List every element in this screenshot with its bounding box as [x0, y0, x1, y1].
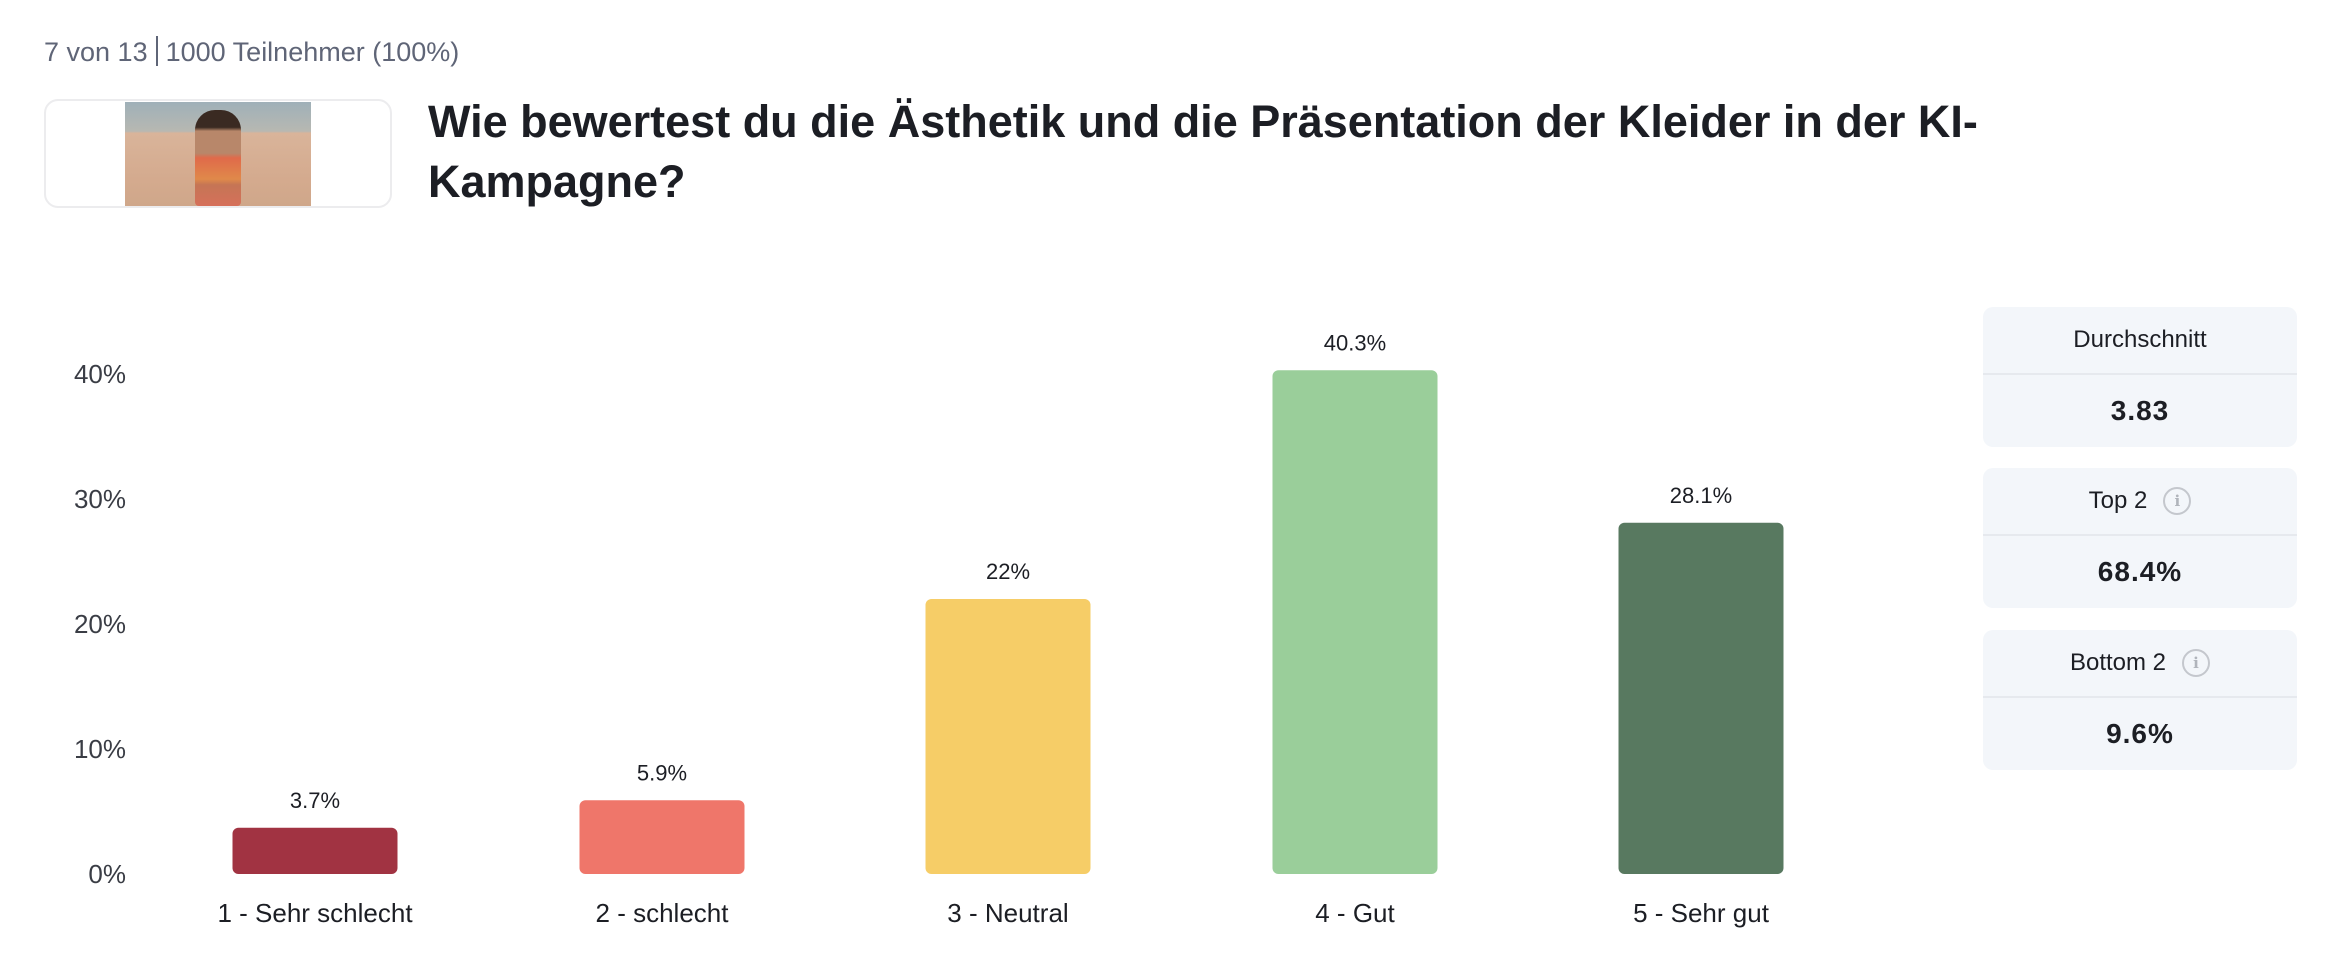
question-image[interactable]	[44, 99, 392, 208]
bar[interactable]	[232, 827, 398, 874]
separator	[155, 36, 158, 66]
bar-value-label: 22%	[986, 559, 1030, 584]
y-tick-label: 0%	[88, 859, 126, 889]
top2-card: Top 2 i 68.4%	[1983, 468, 2297, 608]
top2-value: 68.4%	[2097, 556, 2183, 587]
bar-value-label: 28.1%	[1670, 483, 1732, 508]
y-tick-label: 20%	[74, 609, 126, 639]
y-tick-label: 30%	[74, 484, 126, 514]
bar-chart: 0% 10% 20% 30% 40% 3.7% 1 - Sehr schlecht 5.9%…	[74, 330, 1784, 928]
top2-label: Top 2	[2088, 487, 2148, 514]
question-position: 7 von 13	[44, 37, 148, 67]
y-tick-label: 10%	[74, 734, 126, 764]
category-label: 5 - Sehr gut	[1633, 898, 1770, 928]
bar[interactable]	[1272, 370, 1438, 874]
category-label: 1 - Sehr schlecht	[217, 898, 413, 928]
info-icon[interactable]: i	[2182, 649, 2211, 677]
participant-count: 1000 Teilnehmer (100%)	[165, 37, 460, 67]
bar-value-label: 40.3%	[1324, 330, 1386, 355]
bar[interactable]	[579, 800, 745, 874]
bottom2-card: Bottom 2 i 9.6%	[1983, 630, 2297, 770]
average-value: 3.83	[2110, 395, 2170, 426]
question-meta: 7 von 13 1000 Teilnehmer (100%)	[44, 36, 459, 68]
category-label: 3 - Neutral	[947, 898, 1068, 928]
y-tick-label: 40%	[74, 359, 126, 389]
model-figure	[195, 110, 241, 206]
info-icon[interactable]: i	[2163, 487, 2192, 515]
bar-value-label: 5.9%	[637, 760, 687, 785]
bar-value-label: 3.7%	[290, 788, 340, 813]
bottom2-value: 9.6%	[2106, 718, 2174, 749]
bottom2-label: Bottom 2	[2069, 649, 2167, 676]
bar[interactable]	[925, 599, 1091, 874]
average-card: Durchschnitt 3.83	[1983, 307, 2297, 447]
campaign-photo	[125, 102, 311, 206]
category-label: 2 - schlecht	[596, 898, 730, 928]
average-label: Durchschnitt	[2073, 326, 2207, 353]
bar[interactable]	[1618, 522, 1784, 874]
category-label: 4 - Gut	[1315, 898, 1395, 928]
question-title: Wie bewertest du die Ästhetik und die Pr…	[428, 96, 1978, 207]
